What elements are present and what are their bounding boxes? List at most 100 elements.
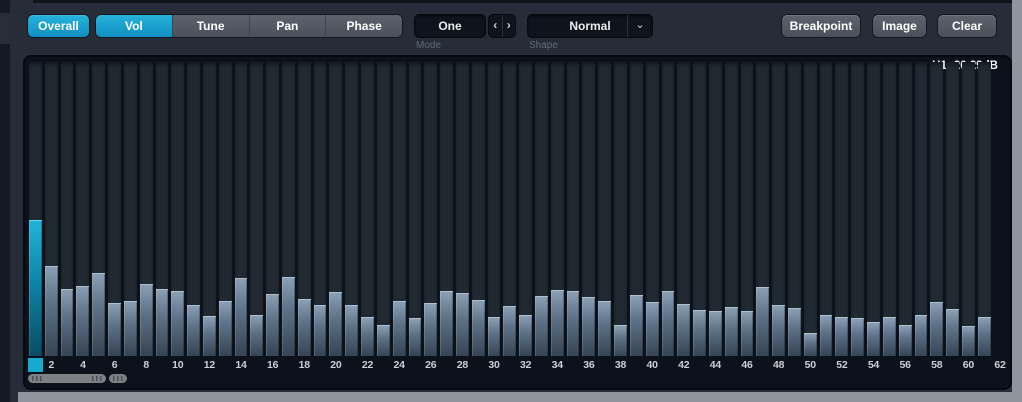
harmonic-column-19[interactable] xyxy=(313,62,327,356)
breakpoint-button[interactable]: Breakpoint xyxy=(782,15,860,37)
harmonic-column-4[interactable] xyxy=(76,62,90,356)
harmonic-bar-50[interactable] xyxy=(803,333,817,356)
scrollbar-right-grip-icon[interactable] xyxy=(113,376,123,381)
harmonic-bar-22[interactable] xyxy=(361,317,374,356)
harmonic-bar-8[interactable] xyxy=(139,284,153,356)
harmonic-column-26[interactable] xyxy=(424,62,438,356)
harmonic-bar-33[interactable] xyxy=(535,296,548,356)
harmonic-column-8[interactable] xyxy=(139,62,153,356)
harmonic-bar-5[interactable] xyxy=(92,273,106,356)
harmonic-bar-31[interactable] xyxy=(503,306,517,356)
harmonic-bar-3[interactable] xyxy=(60,289,74,356)
harmonic-bar-29[interactable] xyxy=(471,300,485,356)
chevron-down-icon[interactable]: ⌄ xyxy=(627,15,652,37)
harmonic-column-61[interactable] xyxy=(977,62,991,356)
harmonic-column-30[interactable] xyxy=(487,62,501,356)
harmonic-bar-11[interactable] xyxy=(187,305,200,356)
harmonic-bar-37[interactable] xyxy=(598,301,612,356)
harmonic-column-59[interactable] xyxy=(946,62,959,356)
harmonic-bar-39[interactable] xyxy=(629,295,643,356)
harmonic-bar-53[interactable] xyxy=(851,318,865,356)
harmonic-bar-23[interactable] xyxy=(376,325,390,356)
harmonic-column-33[interactable] xyxy=(535,62,548,356)
harmonic-column-47[interactable] xyxy=(756,62,770,356)
harmonic-bar-43[interactable] xyxy=(693,310,706,356)
harmonic-bar-2[interactable] xyxy=(44,266,58,356)
harmonic-bar-24[interactable] xyxy=(392,301,406,356)
shape-dropdown[interactable]: Normal ⌄ xyxy=(528,15,652,37)
harmonic-column-52[interactable] xyxy=(835,62,849,356)
harmonic-column-10[interactable] xyxy=(171,62,185,356)
harmonic-bar-38[interactable] xyxy=(614,325,627,356)
harmonic-bar-30[interactable] xyxy=(487,317,501,356)
harmonic-column-22[interactable] xyxy=(361,62,374,356)
mode-stepper[interactable]: ‹ › xyxy=(489,15,515,37)
scrollbar-body-grip-icon[interactable] xyxy=(92,376,102,381)
harmonic-bar-52[interactable] xyxy=(835,317,849,356)
mode-next-icon[interactable]: › xyxy=(506,18,511,32)
harmonic-bar-20[interactable] xyxy=(329,292,343,356)
harmonic-column-56[interactable] xyxy=(898,62,912,356)
harmonic-column-21[interactable] xyxy=(345,62,359,356)
harmonic-bar-18[interactable] xyxy=(297,299,311,356)
harmonic-column-27[interactable] xyxy=(440,62,453,356)
harmonic-bar-12[interactable] xyxy=(202,316,216,356)
harmonic-column-1[interactable] xyxy=(29,62,42,356)
harmonic-bar-6[interactable] xyxy=(108,303,121,356)
harmonic-column-44[interactable] xyxy=(708,62,722,356)
harmonic-bar-54[interactable] xyxy=(867,322,880,356)
harmonic-bar-28[interactable] xyxy=(455,293,469,356)
harmonic-column-40[interactable] xyxy=(645,62,659,356)
harmonic-column-2[interactable] xyxy=(44,62,58,356)
harmonic-column-5[interactable] xyxy=(92,62,106,356)
harmonic-bar-21[interactable] xyxy=(345,305,359,356)
harmonic-column-36[interactable] xyxy=(582,62,596,356)
harmonic-column-45[interactable] xyxy=(724,62,738,356)
harmonic-column-32[interactable] xyxy=(519,62,532,356)
harmonic-bar-56[interactable] xyxy=(898,325,912,356)
harmonic-bar-7[interactable] xyxy=(123,301,137,356)
harmonic-bar-9[interactable] xyxy=(155,289,169,356)
harmonic-bar-10[interactable] xyxy=(171,291,185,356)
harmonic-bar-49[interactable] xyxy=(788,308,801,356)
harmonic-bar-61[interactable] xyxy=(977,317,991,356)
harmonic-column-29[interactable] xyxy=(471,62,485,356)
harmonic-bar-26[interactable] xyxy=(424,303,438,356)
harmonic-column-28[interactable] xyxy=(455,62,469,356)
harmonic-column-20[interactable] xyxy=(329,62,343,356)
mode-value[interactable]: One xyxy=(415,15,485,37)
harmonic-column-25[interactable] xyxy=(408,62,422,356)
harmonic-bar-17[interactable] xyxy=(282,277,295,356)
harmonic-column-7[interactable] xyxy=(123,62,137,356)
scrollbar-body[interactable] xyxy=(28,374,106,383)
harmonic-column-18[interactable] xyxy=(297,62,311,356)
harmonic-bar-32[interactable] xyxy=(519,315,532,356)
harmonic-column-49[interactable] xyxy=(788,62,801,356)
image-button[interactable]: Image xyxy=(873,15,926,37)
harmonic-column-34[interactable] xyxy=(550,62,564,356)
harmonic-bar-42[interactable] xyxy=(677,304,691,356)
tab-pan[interactable]: Pan xyxy=(249,15,327,37)
harmonic-column-43[interactable] xyxy=(693,62,706,356)
scrollbar-left-grip-icon[interactable] xyxy=(32,376,42,381)
harmonic-bar-46[interactable] xyxy=(740,311,754,356)
harmonic-slots[interactable] xyxy=(29,62,1006,356)
harmonic-bar-36[interactable] xyxy=(582,297,596,356)
harmonic-column-38[interactable] xyxy=(614,62,627,356)
harmonic-column-54[interactable] xyxy=(867,62,880,356)
harmonic-bar-34[interactable] xyxy=(550,290,564,356)
harmonic-column-6[interactable] xyxy=(108,62,121,356)
harmonic-column-60[interactable] xyxy=(961,62,975,356)
harmonic-column-17[interactable] xyxy=(282,62,295,356)
harmonic-bar-55[interactable] xyxy=(882,317,896,356)
harmonic-bar-40[interactable] xyxy=(645,302,659,356)
harmonic-bar-15[interactable] xyxy=(250,315,264,356)
harmonic-column-12[interactable] xyxy=(202,62,216,356)
harmonic-column-50[interactable] xyxy=(803,62,817,356)
harmonic-bar-19[interactable] xyxy=(313,305,327,356)
harmonic-column-55[interactable] xyxy=(882,62,896,356)
harmonic-bar-25[interactable] xyxy=(408,318,422,356)
harmonic-bar-16[interactable] xyxy=(266,294,279,356)
harmonic-column-58[interactable] xyxy=(930,62,944,356)
harmonic-column-46[interactable] xyxy=(740,62,754,356)
